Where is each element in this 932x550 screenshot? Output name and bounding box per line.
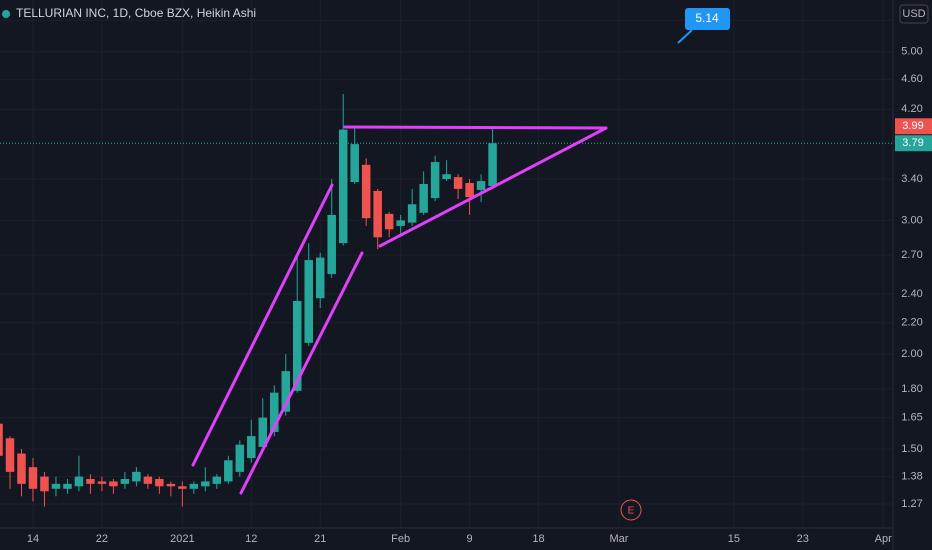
candle-body: [109, 481, 118, 487]
x-tick-label: Mar: [609, 533, 628, 545]
price-label-box: [895, 118, 932, 135]
x-tick-label: Apr: [875, 533, 892, 545]
candle-body: [28, 467, 38, 489]
y-tick-label: 4.60: [901, 73, 922, 85]
candle-body: [51, 483, 61, 489]
y-tick-label: 1.65: [901, 412, 922, 424]
trend-line: [191, 183, 334, 467]
candle-body: [327, 214, 336, 275]
earnings-label: E: [628, 506, 635, 517]
x-tick-label: 15: [728, 533, 740, 545]
candle-body: [407, 204, 417, 223]
candle-body: [419, 183, 428, 213]
y-tick-label: 1.27: [901, 498, 922, 510]
candle-body: [201, 481, 210, 487]
trend-line: [239, 251, 364, 495]
candle-body: [86, 479, 95, 484]
candle-body: [120, 479, 130, 484]
candle-body: [361, 164, 371, 219]
callout-pointer: [677, 29, 693, 44]
axes: 1.27 1.38 1.50 1.65 1.80 2.00 2.20 2.40 2.70 3.00…: [27, 14, 932, 545]
candle-body: [166, 483, 176, 487]
candle-body: [350, 144, 359, 182]
x-tick-label: 18: [532, 533, 544, 545]
x-tick-label: 21: [314, 533, 326, 545]
candle-body: [258, 417, 268, 447]
candle-body: [5, 438, 15, 472]
candle-body: [396, 220, 405, 226]
candle-body: [247, 436, 256, 459]
drawings: [191, 125, 608, 495]
y-tick-label: 5.00: [901, 46, 922, 58]
candle-body: [17, 453, 26, 484]
candle-body: [189, 483, 199, 489]
candle-body: [373, 190, 382, 238]
candle-body: [178, 486, 187, 489]
status-icon: [2, 10, 10, 18]
candle-body: [97, 481, 107, 484]
x-tick-label: 14: [27, 533, 39, 545]
price-label-box: [895, 135, 932, 152]
candle-body: [281, 371, 291, 412]
chart-title: TELLURIAN INC, 1D, Cboe BZX, Heikin Ashi: [16, 6, 256, 20]
trend-line: [343, 125, 608, 130]
candle-body: [430, 162, 440, 199]
y-tick-label: 3.00: [901, 214, 922, 226]
candle-body: [235, 444, 245, 472]
currency: USD: [902, 8, 925, 20]
candle-body: [476, 181, 486, 190]
y-tick-label: 2.00: [901, 348, 922, 360]
y-tick-label: 2.40: [901, 288, 922, 300]
callout-box[interactable]: [685, 8, 730, 30]
currency-box[interactable]: [899, 4, 929, 24]
candle-body: [292, 300, 302, 391]
y-tick-label: 1.38: [901, 471, 922, 483]
earnings-marker[interactable]: [620, 499, 642, 521]
grid: [0, 142, 893, 144]
trend-line: [378, 126, 608, 248]
x-tick-label: 23: [797, 533, 809, 545]
candle-body: [212, 476, 222, 484]
candle-body: [488, 143, 497, 186]
x-tick-label: 12: [245, 533, 257, 545]
candle-body: [442, 174, 451, 180]
x-tick-label: 9: [467, 533, 473, 545]
candle-body: [338, 129, 348, 244]
y-tick-label: 1.50: [901, 443, 922, 455]
candle-body: [0, 423, 3, 456]
candle-body: [132, 471, 141, 482]
candle-body: [74, 476, 84, 487]
candles: [0, 93, 497, 507]
x-tick-label: 2021: [170, 533, 194, 545]
candle-body: [465, 182, 474, 198]
y-tick-label: 3.40: [901, 173, 922, 185]
y-tick-label: 4.20: [901, 103, 922, 115]
price-label: 3.79: [902, 137, 923, 149]
price-label: 3.99: [902, 120, 923, 132]
candle-body: [155, 479, 164, 487]
candle-body: [270, 392, 279, 432]
x-tick-label: Feb: [391, 533, 410, 545]
candle-body: [315, 257, 325, 299]
y-tick-label: 2.70: [901, 249, 922, 261]
candle-body: [384, 213, 394, 230]
candle-body: [453, 177, 463, 189]
candle-body: [224, 460, 233, 482]
candle-body: [63, 483, 72, 489]
x-tick-label: 22: [96, 533, 108, 545]
candle-body: [143, 476, 153, 484]
y-tick-label: 2.20: [901, 317, 922, 329]
candle-body: [304, 260, 313, 343]
callout-text: 5.14: [695, 11, 719, 25]
candle-body: [40, 476, 49, 492]
y-tick-label: 1.80: [901, 383, 922, 395]
